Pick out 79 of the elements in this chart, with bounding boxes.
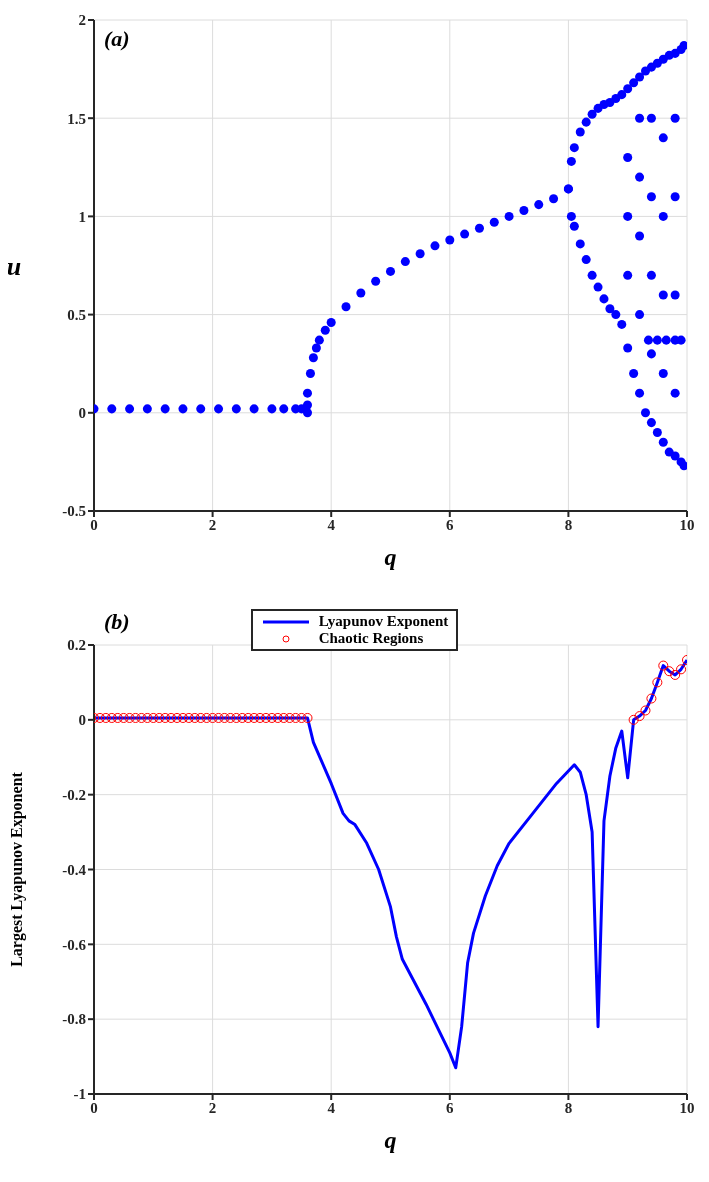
point [172,712,183,723]
x-tick-label: 4 [327,516,336,533]
point [219,712,230,723]
x-tick-label: 8 [564,516,573,533]
point [290,712,301,723]
point [634,711,645,722]
point [646,693,657,704]
point [658,660,669,671]
x-tick-label: 6 [446,1099,455,1116]
legend-label: Lyapunov Exponent [318,613,449,630]
y-tick-label: 0 [78,712,86,729]
y-tick-label: -0.8 [62,1011,86,1028]
x-tick-label: 0 [90,516,98,533]
x-tick-label: 8 [564,1099,573,1116]
y-tick-label: 0 [78,405,86,422]
point [160,712,171,723]
point [106,712,117,723]
point [201,712,212,723]
x-tick-label: 2 [208,1099,217,1116]
point [207,712,218,723]
point [628,714,639,725]
point [676,664,687,675]
point [100,712,111,723]
point [284,712,295,723]
point [255,712,266,723]
point [225,712,236,723]
point [272,712,283,723]
y-tick-label: -0.5 [62,503,86,520]
x-tick-label: 0 [90,1099,98,1116]
point [266,712,277,723]
point [136,712,147,723]
point [652,677,663,688]
y-tick-label: 0.2 [67,637,86,654]
x-tick-label: 4 [327,1099,336,1116]
point [112,712,123,723]
y-axis-title: u [6,251,22,281]
point [195,712,206,723]
point [142,712,153,723]
y-tick-label: 2 [78,12,86,29]
point [237,712,248,723]
point [296,712,307,723]
legend-label: Chaotic Regions [318,630,424,647]
point [94,712,105,723]
line-series [94,658,687,1070]
x-axis-title: q [384,544,397,570]
point [278,712,289,723]
y-tick-label: -1 [73,1086,86,1103]
point [177,712,188,723]
x-tick-label: 2 [208,516,217,533]
point [640,705,651,716]
point [148,712,159,723]
y-tick-label: -0.6 [62,936,87,953]
point [189,712,200,723]
point [243,712,254,723]
point [260,712,271,723]
x-tick-label: 10 [679,516,695,533]
point [154,712,165,723]
y-tick-label: 0.5 [67,306,86,323]
y-axis-title: Largest Lyapunov Exponent [7,771,26,967]
y-tick-label: -0.2 [62,786,86,803]
point [249,712,260,723]
x-axis-title: q [384,1127,397,1153]
point [231,712,242,723]
point [213,712,224,723]
x-tick-label: 10 [679,1099,695,1116]
y-tick-label: 1.5 [67,110,86,127]
y-tick-label: -0.4 [62,861,87,878]
x-tick-label: 6 [446,516,455,533]
point [166,712,177,723]
text: (b) [104,609,130,635]
point [130,712,141,723]
point [183,712,194,723]
annotation: (a) [104,26,130,52]
point [118,712,129,723]
y-tick-label: 1 [78,208,86,225]
point [670,669,681,680]
point [124,712,135,723]
point [664,666,675,677]
point [302,712,313,723]
